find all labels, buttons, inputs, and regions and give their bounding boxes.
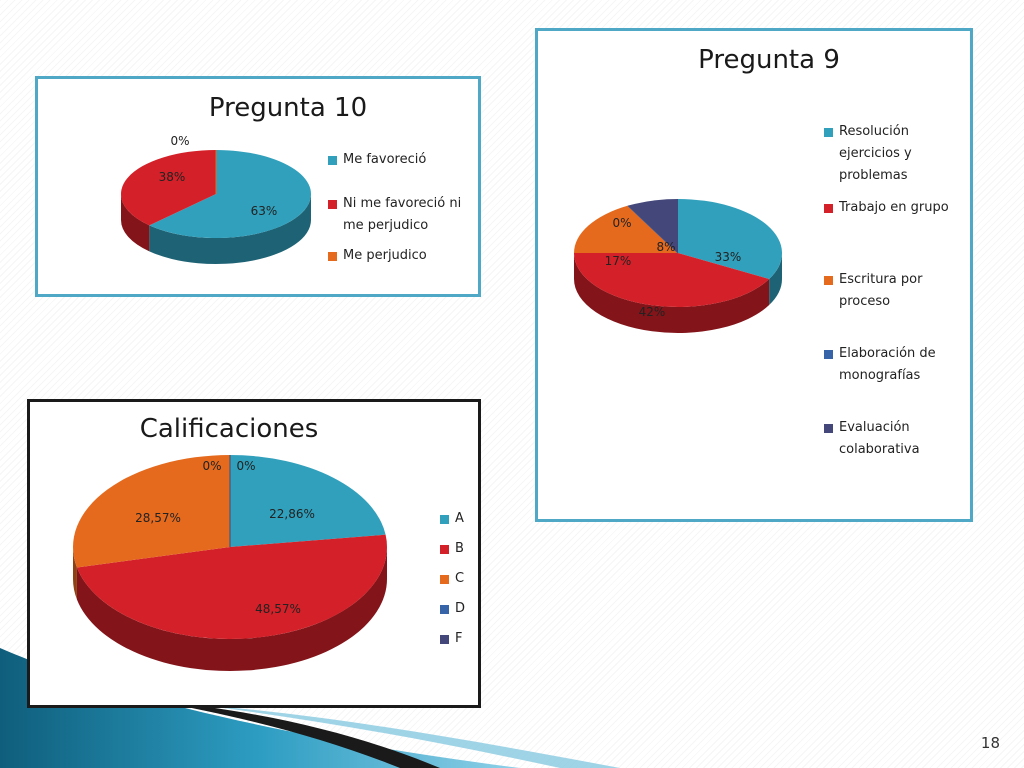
pie-slice-side <box>121 194 150 252</box>
data-label: 0% <box>202 459 221 473</box>
chart-pregunta-10: 63% 38% 0% Pregunta 10 Me favoreció Ni me f… <box>35 76 481 297</box>
legend-swatch <box>440 635 449 644</box>
chart-title: Calificaciones <box>139 414 319 444</box>
page-number: 18 <box>980 734 1000 752</box>
legend-swatch <box>824 424 833 433</box>
pie-calificaciones: 22,86% 48,57% 28,57% 0% 0% <box>72 455 388 672</box>
legend-item: C <box>440 568 480 590</box>
pie-slice-side <box>73 547 77 600</box>
data-label: 42% <box>639 305 666 319</box>
legend-label: B <box>455 541 464 556</box>
legend-swatch <box>440 605 449 614</box>
legend-label: Me perjudico <box>343 248 427 263</box>
legend-label: Ni me favoreció ni me perjudico <box>343 196 462 233</box>
pie-side-walls <box>574 253 782 333</box>
chart-title: Pregunta 9 <box>698 45 840 75</box>
legend-label: Evaluación colaborativa <box>839 420 920 457</box>
legend-label: Trabajo en grupo <box>839 200 949 215</box>
pie-slice <box>574 253 770 307</box>
legend-item: A <box>440 508 480 530</box>
legend-swatch <box>328 156 337 165</box>
legend-item: Escritura por proceso <box>824 269 964 313</box>
pie-slice-side <box>149 194 311 264</box>
pie-slice <box>230 455 386 547</box>
pie-slice <box>678 199 782 280</box>
data-label: 17% <box>605 254 632 268</box>
legend-label: C <box>455 571 465 586</box>
legend-label: D <box>455 601 466 616</box>
pie-pregunta-10: 63% 38% 0% <box>120 134 311 264</box>
legend-swatch <box>824 276 833 285</box>
legend-item: Elaboración de monografías <box>824 343 964 387</box>
legend-item: Me favoreció <box>328 149 478 171</box>
data-label: 28,57% <box>135 511 181 525</box>
legend-item: Ni me favoreció ni me perjudico <box>328 193 478 237</box>
legend-swatch <box>824 204 833 213</box>
pie-slice-zero <box>627 205 679 254</box>
pie-side-walls <box>73 547 388 672</box>
chart-title: Pregunta 10 <box>208 93 368 123</box>
data-label: 38% <box>159 170 186 184</box>
data-label: 33% <box>715 250 742 264</box>
data-label: 0% <box>170 134 189 148</box>
data-label: 63% <box>251 204 278 218</box>
legend-label: F <box>455 631 463 646</box>
legend-item: Evaluación colaborativa <box>824 417 964 461</box>
legend-label: Elaboración de monografías <box>839 346 936 383</box>
legend-label: Escritura por proceso <box>839 272 923 309</box>
pie-side-walls <box>121 194 311 264</box>
pie-slice-side <box>769 253 782 306</box>
pie-slice-side <box>574 253 770 333</box>
legend-swatch <box>824 350 833 359</box>
pie-slice <box>120 150 216 226</box>
data-label: 22,86% <box>269 507 315 521</box>
legend-swatch <box>824 128 833 137</box>
data-label: 8% <box>656 240 675 254</box>
legend-swatch <box>440 515 449 524</box>
legend-label: Me favoreció <box>343 152 427 167</box>
legend-item: Me perjudico <box>328 245 478 267</box>
legend-item: Trabajo en grupo <box>824 197 964 219</box>
pie-slice <box>76 534 388 639</box>
legend-swatch <box>328 200 337 209</box>
legend-swatch <box>440 545 449 554</box>
legend-item: F <box>440 628 480 650</box>
pie-slice <box>574 205 678 253</box>
legend-swatch <box>328 252 337 261</box>
legend-swatch <box>440 575 449 584</box>
legend-item: D <box>440 598 480 620</box>
data-label: 48,57% <box>255 602 301 616</box>
data-label: 0% <box>612 216 631 230</box>
pie-slice-side <box>76 547 388 672</box>
chart-pregunta-9: 33% 42% 17% 0% 8% Pregunta 9 Resolución ejer… <box>535 28 973 522</box>
data-label: 0% <box>236 459 255 473</box>
pie-slice <box>149 150 311 238</box>
legend-item: Resolución ejercicios y problemas <box>824 121 964 187</box>
legend-item: B <box>440 538 480 560</box>
pie-pregunta-9: 33% 42% 17% 0% 8% <box>574 199 782 333</box>
legend-label: A <box>455 511 464 526</box>
pie-slice <box>72 455 230 568</box>
pie-slice <box>627 199 678 253</box>
legend-label: Resolución ejercicios y problemas <box>839 124 912 183</box>
